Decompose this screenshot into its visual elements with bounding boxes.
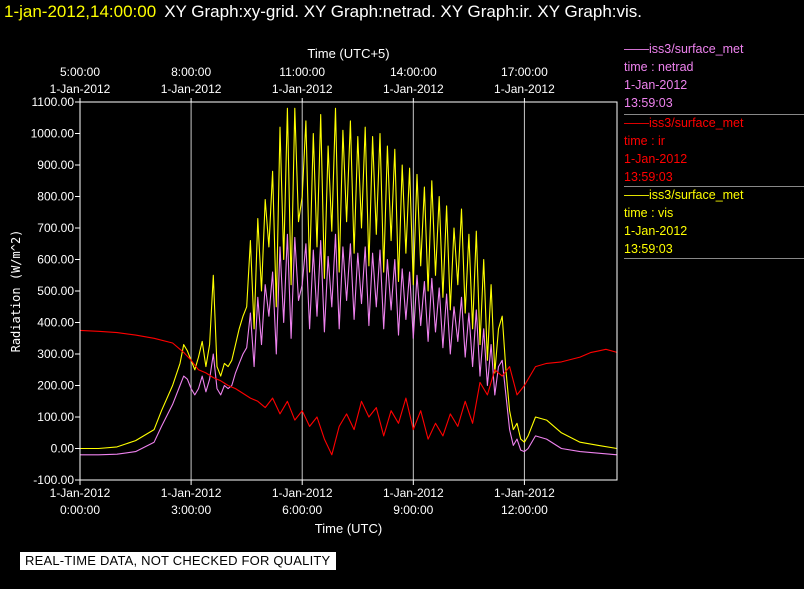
- x-tick-time: 3:00:00: [171, 503, 211, 517]
- timestamp: 1-jan-2012,14:00:00: [4, 2, 157, 21]
- legend-divider: [624, 186, 804, 187]
- legend-date: 1-Jan-2012: [624, 224, 688, 238]
- series-line: [80, 233, 618, 456]
- legend-divider: [624, 258, 804, 259]
- x2-axis-label: Time (UTC+5): [307, 46, 389, 61]
- x-tick-time: 0:00:00: [60, 503, 100, 517]
- y-tick-label: -100.00: [33, 473, 74, 487]
- legend-date: 1-Jan-2012: [624, 152, 688, 166]
- x-axis-label: Time (UTC): [315, 521, 382, 536]
- x2-tick-date: 1-Jan-2012: [494, 82, 555, 96]
- x2-tick-time: 8:00:00: [171, 65, 211, 79]
- x2-tick-date: 1-Jan-2012: [161, 82, 222, 96]
- y-tick-label: 900.00: [37, 158, 74, 172]
- legend-variable: time : ir: [624, 134, 665, 148]
- x-tick-time: 6:00:00: [282, 503, 322, 517]
- series-line: [79, 329, 618, 456]
- x-tick-date: 1-Jan-2012: [383, 486, 444, 500]
- legend-variable: time : vis: [624, 206, 674, 220]
- legend-dataset: ——iss3/surface_met: [624, 42, 744, 56]
- legend-entry-ir: ——iss3/surface_met time : ir 1-Jan-2012 …: [624, 114, 804, 187]
- series-line: [80, 107, 618, 450]
- x-tick-time: 12:00:00: [501, 503, 548, 517]
- graph-titles: XY Graph:xy-grid. XY Graph:netrad. XY Gr…: [164, 2, 642, 21]
- x2-tick-time: 17:00:00: [501, 65, 548, 79]
- legend-dataset: ——iss3/surface_met: [624, 188, 744, 202]
- quality-notice: REAL-TIME DATA, NOT CHECKED FOR QUALITY: [20, 552, 337, 570]
- x2-tick-date: 1-Jan-2012: [383, 82, 444, 96]
- x-tick-date: 1-Jan-2012: [494, 486, 555, 500]
- y-tick-label: 500.00: [37, 284, 74, 298]
- y-tick-label: 400.00: [37, 316, 74, 330]
- y-tick-label: 300.00: [37, 347, 74, 361]
- window-header: 1-jan-2012,14:00:00 XY Graph:xy-grid. XY …: [4, 2, 642, 22]
- y-tick-label: 0.00: [51, 442, 75, 456]
- x2-tick-date: 1-Jan-2012: [272, 82, 333, 96]
- legend-dataset: ——iss3/surface_met: [624, 116, 744, 130]
- x2-tick-date: 1-Jan-2012: [50, 82, 111, 96]
- legend-date: 1-Jan-2012: [624, 78, 688, 92]
- y-axis-label: Radiation (W/m^2): [9, 230, 23, 353]
- legend-entry-netrad: ——iss3/surface_met time : netrad 1-Jan-2…: [624, 40, 804, 115]
- x-tick-date: 1-Jan-2012: [272, 486, 333, 500]
- y-tick-label: 100.00: [37, 410, 74, 424]
- legend-time: 13:59:03: [624, 242, 673, 256]
- legend-time: 13:59:03: [624, 170, 673, 184]
- x2-tick-time: 11:00:00: [279, 65, 325, 79]
- x2-tick-time: 5:00:00: [60, 65, 100, 79]
- x-tick-date: 1-Jan-2012: [161, 486, 222, 500]
- y-tick-label: 1100.00: [32, 95, 75, 109]
- y-tick-label: 200.00: [37, 379, 74, 393]
- y-tick-label: 700.00: [37, 221, 74, 235]
- x-tick-date: 1-Jan-2012: [50, 486, 111, 500]
- legend-entry-vis: ——iss3/surface_met time : vis 1-Jan-2012…: [624, 186, 804, 259]
- x-tick-time: 9:00:00: [393, 503, 433, 517]
- legend-time: 13:59:03: [624, 96, 673, 110]
- y-tick-label: 600.00: [37, 253, 74, 267]
- legend-divider: [624, 114, 804, 115]
- legend-variable: time : netrad: [624, 60, 694, 74]
- y-tick-label: 800.00: [37, 190, 74, 204]
- x2-tick-time: 14:00:00: [390, 65, 437, 79]
- y-tick-label: 1000.00: [31, 127, 75, 141]
